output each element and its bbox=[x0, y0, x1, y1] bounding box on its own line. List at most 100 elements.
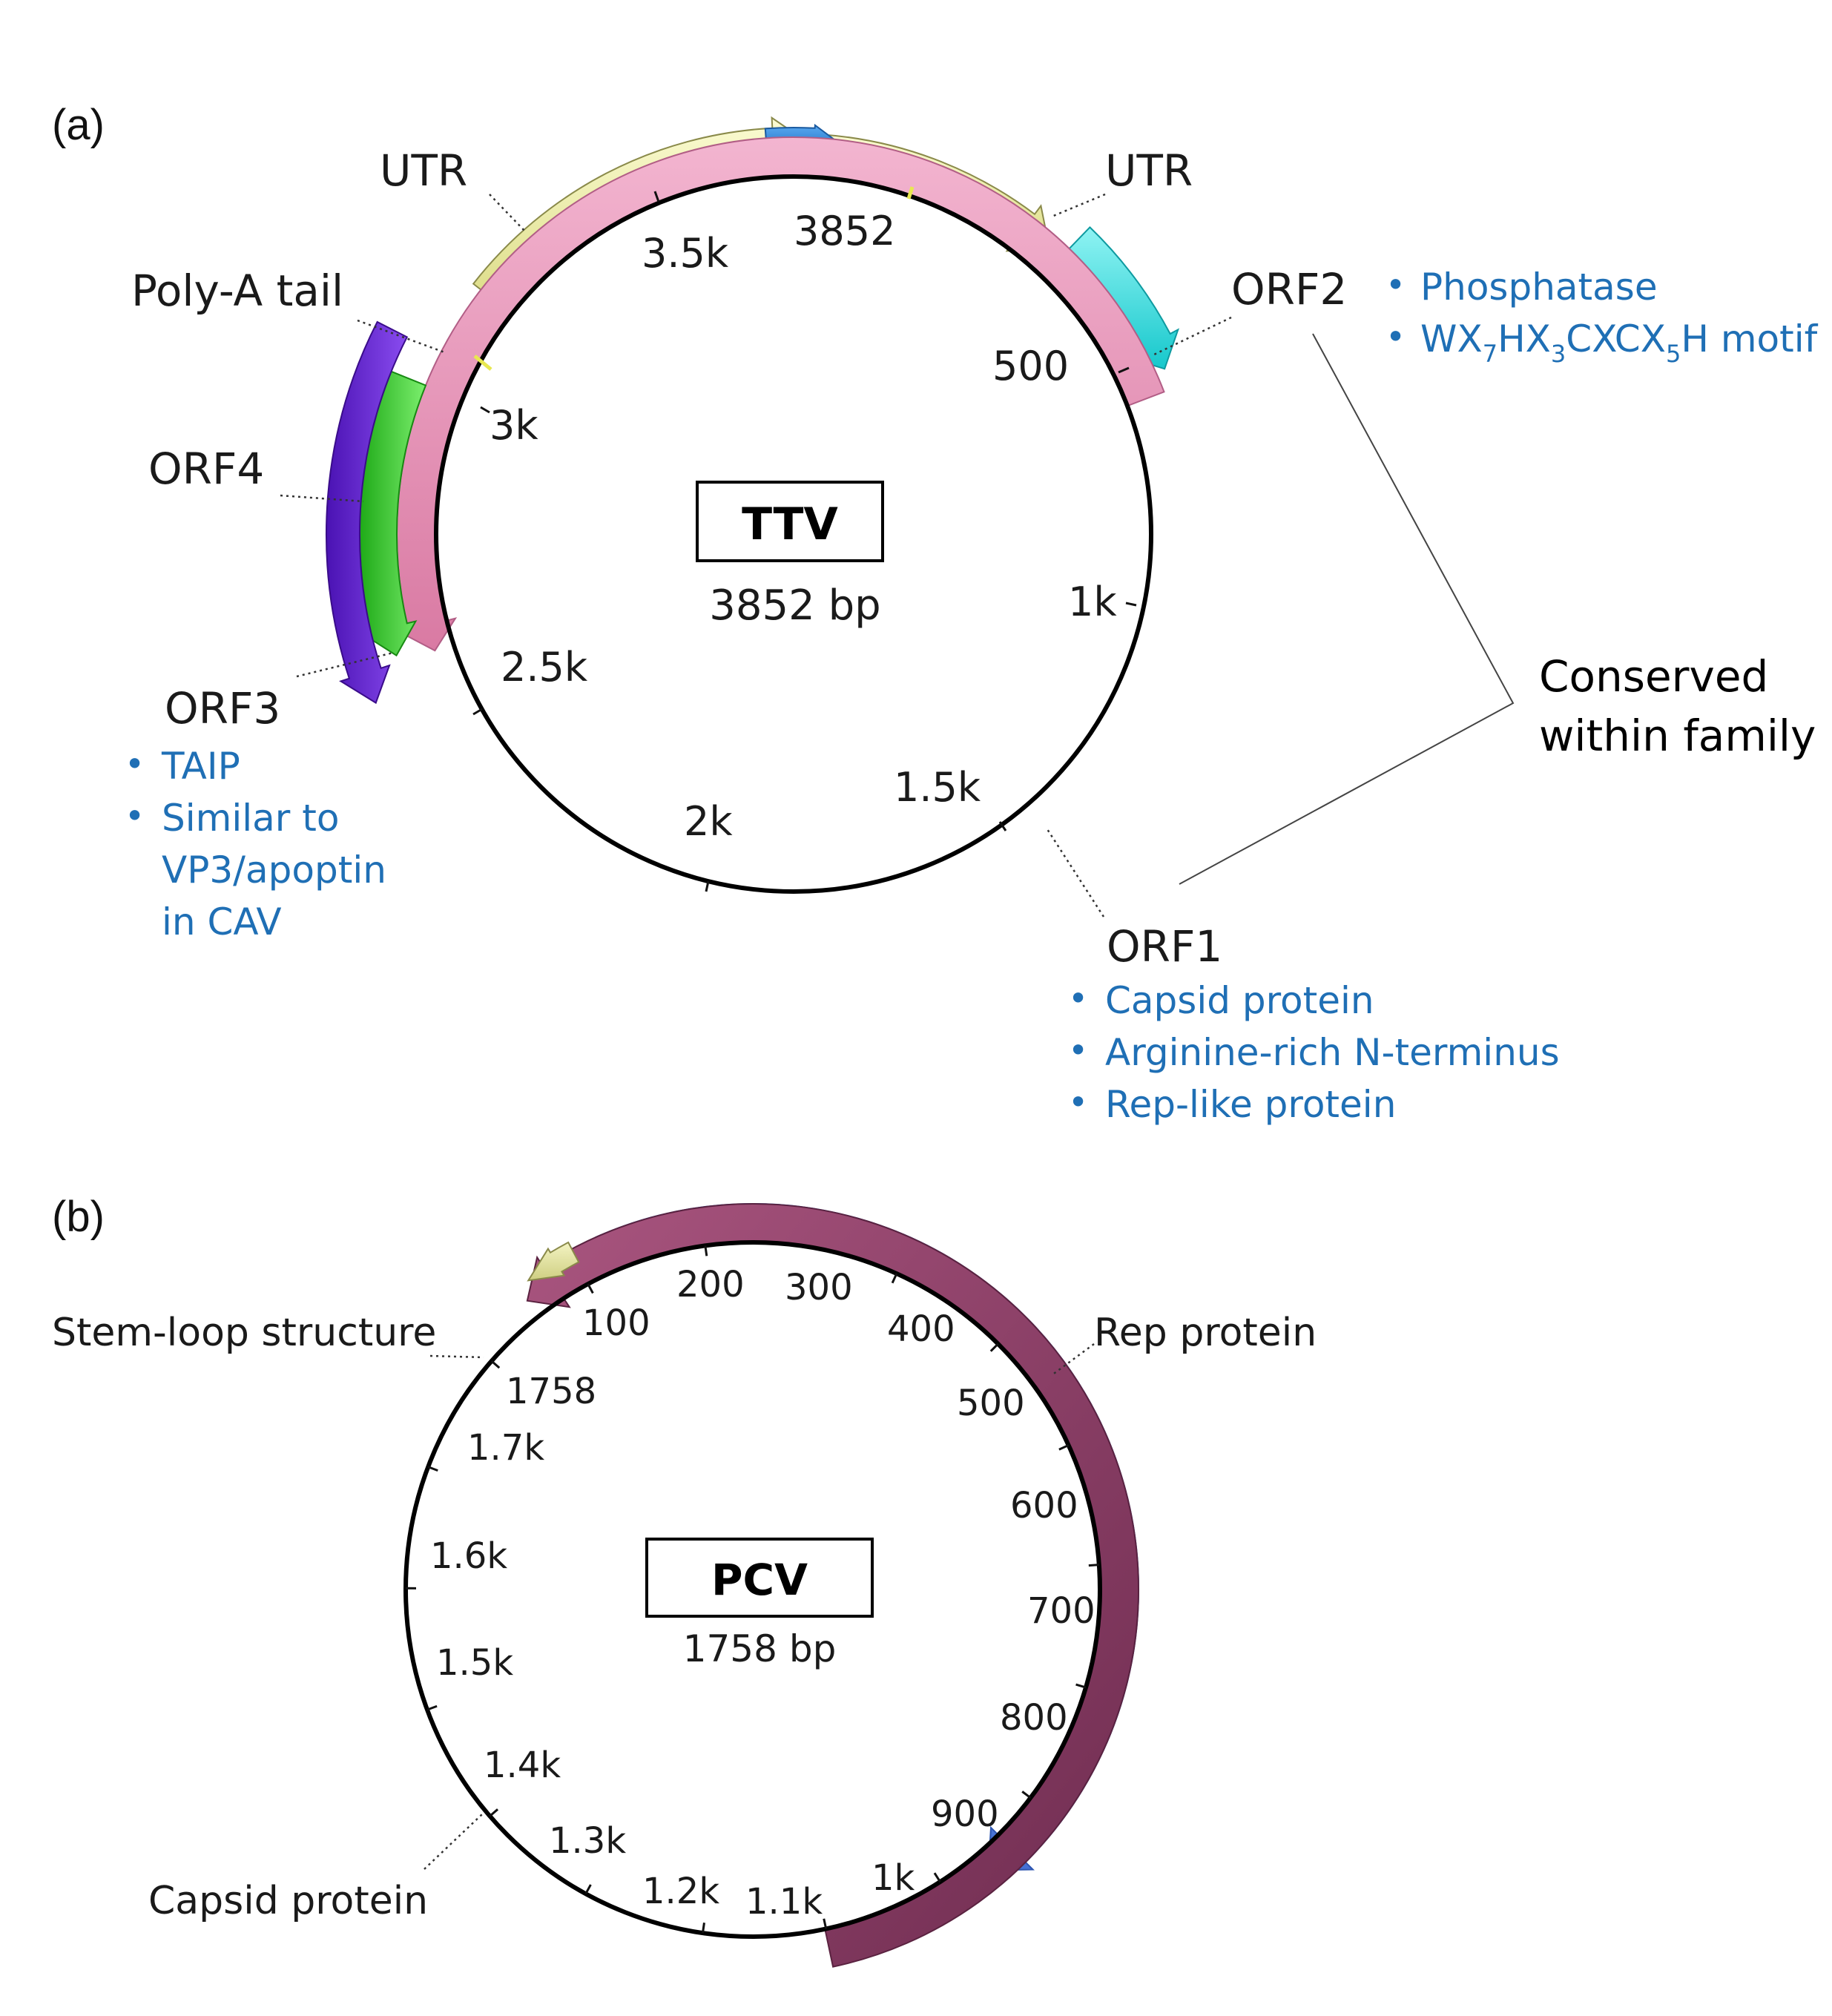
orf4-arrow bbox=[326, 320, 409, 705]
orf1-label: ORF1 bbox=[1107, 921, 1222, 972]
ttv-name-box bbox=[696, 481, 884, 562]
note-bullet: • bbox=[1385, 265, 1406, 305]
orf1-note-rep: Rep-like protein bbox=[1105, 1083, 1396, 1126]
pcv-tick-mark bbox=[1021, 1791, 1032, 1799]
pcv-tick-1-3k: 1.3k bbox=[549, 1820, 626, 1862]
polya-label: Poly-A tail bbox=[131, 266, 343, 316]
pcv-backbone-circle bbox=[403, 1240, 1102, 1939]
orf3-notes: • TAIP • Similar to VP3/apoptin in CAV bbox=[125, 744, 386, 943]
pcv-tick-1-5k: 1.5k bbox=[436, 1642, 513, 1684]
panel-b-label: (b) bbox=[52, 1193, 105, 1241]
tick-mark-1-5k bbox=[998, 821, 1007, 831]
pcv-tick-mark bbox=[891, 1273, 898, 1284]
pcv-tick-marks bbox=[405, 1245, 1099, 1934]
orf2-leader bbox=[1153, 316, 1232, 356]
pcv-tick-900: 900 bbox=[931, 1793, 999, 1835]
note-bullet: • bbox=[1068, 1030, 1088, 1070]
motif-part: CXCX bbox=[1566, 317, 1666, 360]
orf3-note-taip: TAIP bbox=[161, 745, 240, 788]
pcv-tick-700: 700 bbox=[1027, 1590, 1095, 1632]
orf2-note-motif: WX7HX3CXCX5H motif bbox=[1420, 317, 1819, 368]
polya-boundary-mark bbox=[473, 355, 492, 371]
pcv-name-box bbox=[645, 1538, 874, 1618]
tick-label-3-5k: 3.5k bbox=[642, 230, 729, 277]
pcv-tick-mark bbox=[490, 1360, 501, 1369]
pcv-tick-500: 500 bbox=[957, 1383, 1025, 1424]
pcv-name: PCV bbox=[711, 1555, 808, 1605]
tick-label-1k: 1k bbox=[1068, 579, 1117, 625]
pcv-tick-600: 600 bbox=[1010, 1485, 1078, 1526]
ttv-backbone-circle bbox=[434, 174, 1153, 894]
tick-label-2k: 2k bbox=[684, 798, 733, 845]
orf4-leader bbox=[280, 494, 364, 503]
orf1-note-capsid: Capsid protein bbox=[1105, 979, 1374, 1022]
utr-left-label: UTR bbox=[380, 145, 467, 196]
pcv-tick-mark bbox=[989, 1343, 999, 1352]
utr-right-label: UTR bbox=[1105, 145, 1193, 196]
pcv-tick-mark bbox=[427, 1466, 438, 1472]
stem-loop-leader bbox=[429, 1354, 484, 1359]
pcv-tick-mark bbox=[933, 1872, 941, 1882]
motif-part: H motif bbox=[1681, 317, 1818, 360]
utr-left-leader bbox=[489, 194, 526, 232]
orf1-arrow bbox=[396, 136, 1165, 652]
pcv-tick-1-4k: 1.4k bbox=[484, 1745, 561, 1786]
motif-sub: 5 bbox=[1666, 340, 1681, 368]
conserved-bracket bbox=[1179, 333, 1515, 885]
tick-label-1-5k: 1.5k bbox=[894, 764, 981, 811]
rep-protein-label: Rep protein bbox=[1094, 1311, 1317, 1355]
pcv-tick-400: 400 bbox=[887, 1308, 955, 1350]
tick-mark-2-5k bbox=[472, 708, 483, 716]
pcv-tick-300: 300 bbox=[785, 1267, 853, 1308]
capsid-protein-label: Capsid protein bbox=[148, 1879, 428, 1923]
note-bullet: • bbox=[1068, 1082, 1088, 1122]
pcv-tick-800: 800 bbox=[1000, 1697, 1068, 1739]
note-bullet: • bbox=[125, 744, 145, 784]
orf3-note-similar: Similar to bbox=[162, 797, 339, 840]
pcv-size: 1758 bp bbox=[683, 1627, 837, 1670]
motif-part: HX bbox=[1497, 317, 1551, 360]
orf2-notes: • Phosphatase • WX7HX3CXCX5H motif bbox=[1385, 265, 1819, 368]
note-bullet: • bbox=[1068, 978, 1088, 1018]
pcv-tick-200: 200 bbox=[676, 1264, 745, 1305]
pcv-tick-mark bbox=[704, 1245, 708, 1256]
pcv-tick-1-7k: 1.7k bbox=[467, 1427, 544, 1469]
pcv-tick-1-2k: 1.2k bbox=[642, 1871, 719, 1912]
motif-sub: 7 bbox=[1483, 340, 1497, 368]
tick-mark-3-5k bbox=[653, 191, 660, 202]
pcv-tick-1-1k: 1.1k bbox=[745, 1881, 823, 1923]
orf2-note-phosphatase: Phosphatase bbox=[1420, 266, 1658, 309]
ttv-size: 3852 bp bbox=[709, 582, 880, 630]
orf2-label: ORF2 bbox=[1231, 264, 1347, 314]
tick-label-500: 500 bbox=[992, 343, 1069, 389]
orf4-label: ORF4 bbox=[148, 444, 264, 494]
utr-boundary-mark bbox=[906, 186, 915, 200]
ttv-name: TTV bbox=[742, 498, 838, 550]
orf1-note-arginine: Arginine-rich N-terminus bbox=[1105, 1031, 1560, 1074]
orf1-leader bbox=[1046, 829, 1105, 918]
pcv-origin-label: 1758 bbox=[506, 1371, 596, 1412]
orf3-label: ORF3 bbox=[165, 683, 280, 734]
orf3-note-vp3: VP3/apoptin bbox=[162, 849, 386, 892]
tick-mark-1k bbox=[1125, 602, 1137, 607]
pcv-tick-1-6k: 1.6k bbox=[430, 1535, 507, 1577]
orf1-notes: • Capsid protein • Arginine-rich N-termi… bbox=[1068, 978, 1560, 1126]
utr-right-leader bbox=[1051, 193, 1106, 218]
pcv-tick-mark bbox=[426, 1704, 438, 1711]
pcv-tick-1k: 1k bbox=[871, 1857, 915, 1899]
pcv-tick-mark bbox=[1058, 1444, 1070, 1451]
conserved-label-line2: within family bbox=[1539, 711, 1816, 761]
pcv-tick-mark bbox=[701, 1923, 705, 1934]
tick-mark-500 bbox=[1118, 366, 1130, 374]
pcv-tick-mark bbox=[587, 1283, 594, 1294]
pcv-tick-mark bbox=[823, 1918, 828, 1929]
stem-loop-arrow bbox=[527, 1241, 580, 1282]
note-bullet: • bbox=[1385, 317, 1406, 357]
tick-label-2-5k: 2.5k bbox=[501, 644, 588, 691]
tick-mark-3k bbox=[480, 406, 490, 414]
pcv-tick-mark bbox=[1088, 1564, 1099, 1567]
pcv-tick-mark bbox=[489, 1808, 499, 1817]
orf3-note-cav: in CAV bbox=[162, 900, 282, 943]
polya-leader bbox=[357, 319, 447, 355]
